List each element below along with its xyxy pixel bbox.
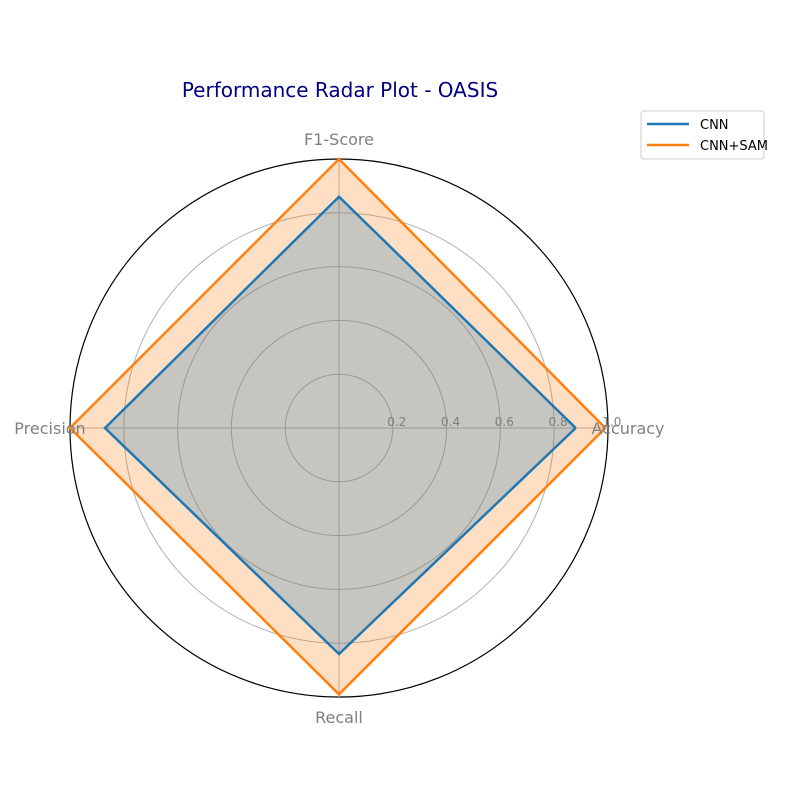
axis-label-f1-score: F1-Score: [304, 130, 374, 149]
r-tick-label: 0.2: [387, 415, 406, 429]
legend: CNN CNN+SAM: [640, 110, 768, 160]
r-tick-label: 0.8: [549, 415, 568, 429]
legend-label-cnn-sam: CNN+SAM: [700, 139, 768, 154]
r-tick-label: 0.6: [495, 415, 514, 429]
r-tick-label: 1.0: [602, 415, 621, 429]
legend-label-cnn: CNN: [700, 118, 729, 133]
series-line-cnn: [103, 194, 577, 656]
axis-label-accuracy: Accuracy: [591, 419, 664, 438]
chart-title: Performance Radar Plot - OASIS: [182, 78, 498, 102]
r-tick-label: 0.4: [441, 415, 460, 429]
axis-label-recall: Recall: [315, 708, 363, 727]
axis-label-precision: Precision: [14, 419, 85, 438]
axis-labels: Accuracy F1-Score Precision Recall: [14, 130, 664, 727]
series-layer: [68, 157, 607, 697]
series-fill-cnn: [105, 196, 576, 654]
